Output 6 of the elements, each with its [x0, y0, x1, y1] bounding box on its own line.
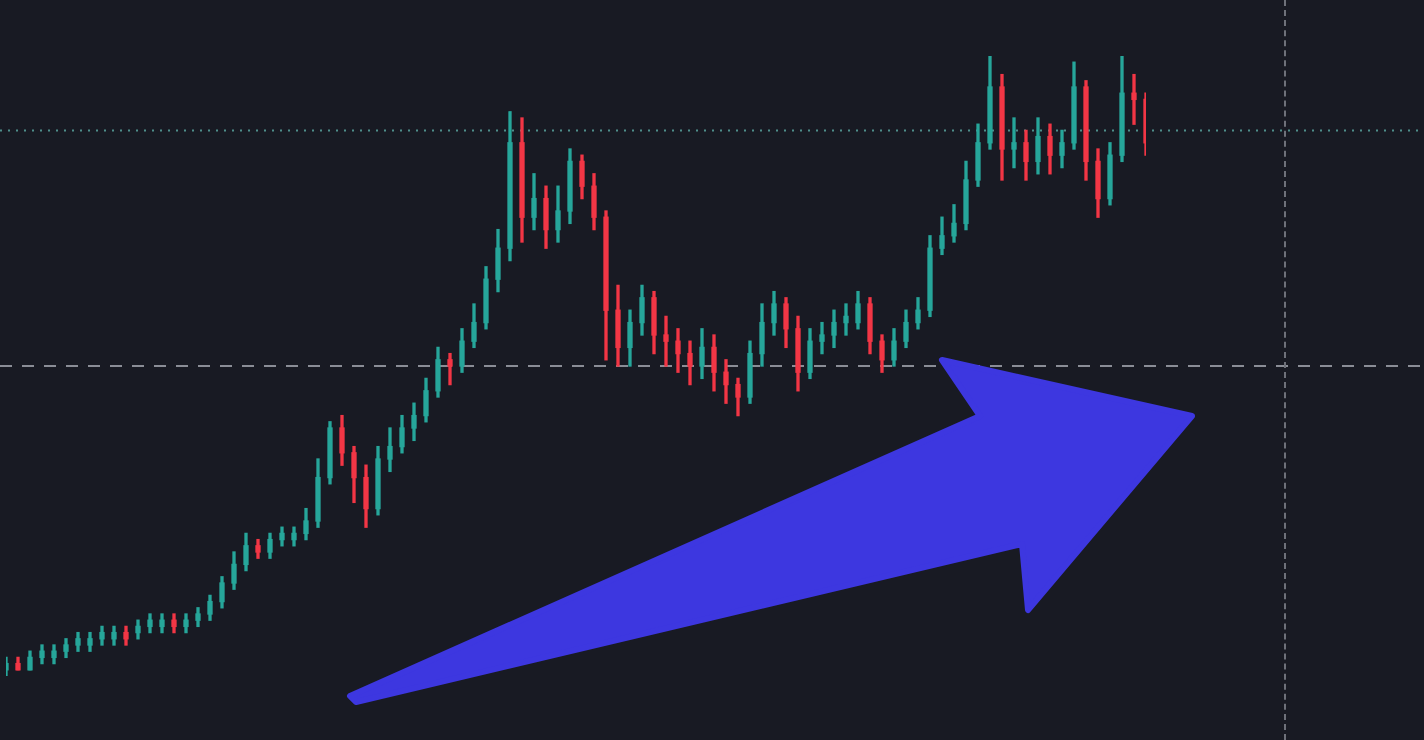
candlestick [447, 352, 453, 386]
candlestick [819, 321, 825, 355]
candlestick [843, 303, 849, 336]
candlestick [663, 315, 669, 367]
candlestick [1011, 117, 1017, 169]
candlestick [1131, 73, 1137, 125]
